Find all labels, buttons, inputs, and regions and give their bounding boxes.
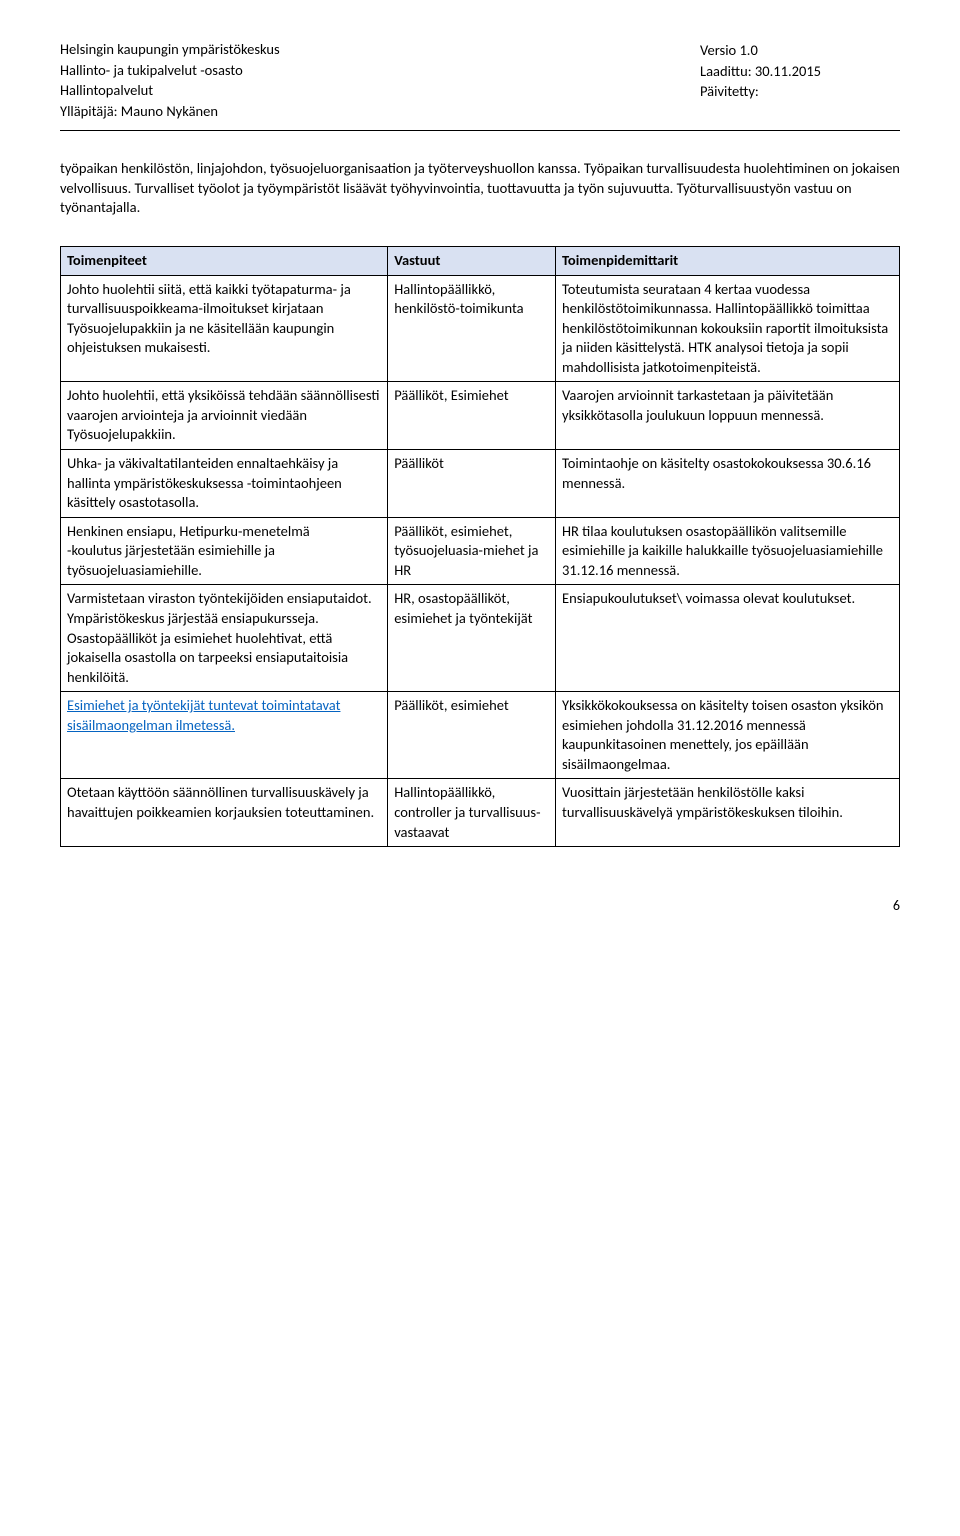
col-header-resp: Vastuut	[388, 246, 556, 275]
header-date: Laadittu: 30.11.2015	[700, 62, 900, 82]
table-row: Esimiehet ja työntekijät tuntevat toimin…	[61, 692, 900, 779]
actions-table: Toimenpiteet Vastuut Toimenpidemittarit …	[60, 246, 900, 847]
header-version: Versio 1.0	[700, 41, 900, 61]
table-row: Varmistetaan viraston työntekijöiden ens…	[61, 585, 900, 692]
cell-resp: Päälliköt, Esimiehet	[388, 382, 556, 450]
header-right-block: Versio 1.0 Laadittu: 30.11.2015 Päivitet…	[700, 40, 900, 122]
cell-action: Uhka- ja väkivaltatilanteiden ennaltaehk…	[61, 450, 388, 518]
cell-action: Henkinen ensiapu, Hetipurku-menetelmä -k…	[61, 517, 388, 585]
header-dept: Hallinto- ja tukipalvelut -osasto	[60, 61, 700, 81]
col-header-metrics: Toimenpidemittarit	[556, 246, 900, 275]
cell-metric: Toimintaohje on käsitelty osastokokoukse…	[556, 450, 900, 518]
cell-resp: Päälliköt, esimiehet	[388, 692, 556, 779]
table-row: Otetaan käyttöön säännöllinen turvallisu…	[61, 779, 900, 847]
cell-action-link[interactable]: Esimiehet ja työntekijät tuntevat toimin…	[67, 696, 340, 734]
cell-metric: Yksikkökokouksessa on käsitelty toisen o…	[556, 692, 900, 779]
header-updated: Päivitetty:	[700, 82, 900, 102]
cell-metric: HR tilaa koulutuksen osastopäällikön val…	[556, 517, 900, 585]
table-row: Uhka- ja väkivaltatilanteiden ennaltaehk…	[61, 450, 900, 518]
table-row: Henkinen ensiapu, Hetipurku-menetelmä -k…	[61, 517, 900, 585]
col-header-actions: Toimenpiteet	[61, 246, 388, 275]
cell-action: Varmistetaan viraston työntekijöiden ens…	[61, 585, 388, 692]
cell-resp: Päälliköt, esimiehet, työsuojeluasia-mie…	[388, 517, 556, 585]
header-divider	[60, 130, 900, 131]
table-row: Johto huolehtii siitä, että kaikki työta…	[61, 275, 900, 382]
cell-action: Johto huolehtii, että yksiköissä tehdään…	[61, 382, 388, 450]
table-row: Johto huolehtii, että yksiköissä tehdään…	[61, 382, 900, 450]
intro-paragraph: työpaikan henkilöstön, linjajohdon, työs…	[60, 159, 900, 218]
header-org: Helsingin kaupungin ympäristökeskus	[60, 40, 700, 60]
cell-action: Johto huolehtii siitä, että kaikki työta…	[61, 275, 388, 382]
cell-resp: Hallintopäällikkö, controller ja turvall…	[388, 779, 556, 847]
header-maintainer: Ylläpitäjä: Mauno Nykänen	[60, 102, 700, 122]
cell-resp: Hallintopäällikkö, henkilöstö-toimikunta	[388, 275, 556, 382]
cell-action: Esimiehet ja työntekijät tuntevat toimin…	[61, 692, 388, 779]
header-subdept: Hallintopalvelut	[60, 81, 700, 101]
header-left-block: Helsingin kaupungin ympäristökeskus Hall…	[60, 40, 700, 122]
cell-action: Otetaan käyttöön säännöllinen turvallisu…	[61, 779, 388, 847]
page-number: 6	[60, 897, 900, 916]
cell-metric: Ensiapukoulutukset\ voimassa olevat koul…	[556, 585, 900, 692]
cell-resp: Päälliköt	[388, 450, 556, 518]
cell-metric: Vuosittain järjestetään henkilöstölle ka…	[556, 779, 900, 847]
cell-resp: HR, osastopäälliköt, esimiehet ja työnte…	[388, 585, 556, 692]
cell-metric: Toteutumista seurataan 4 kertaa vuodessa…	[556, 275, 900, 382]
table-header-row: Toimenpiteet Vastuut Toimenpidemittarit	[61, 246, 900, 275]
cell-metric: Vaarojen arvioinnit tarkastetaan ja päiv…	[556, 382, 900, 450]
document-header: Helsingin kaupungin ympäristökeskus Hall…	[60, 40, 900, 128]
